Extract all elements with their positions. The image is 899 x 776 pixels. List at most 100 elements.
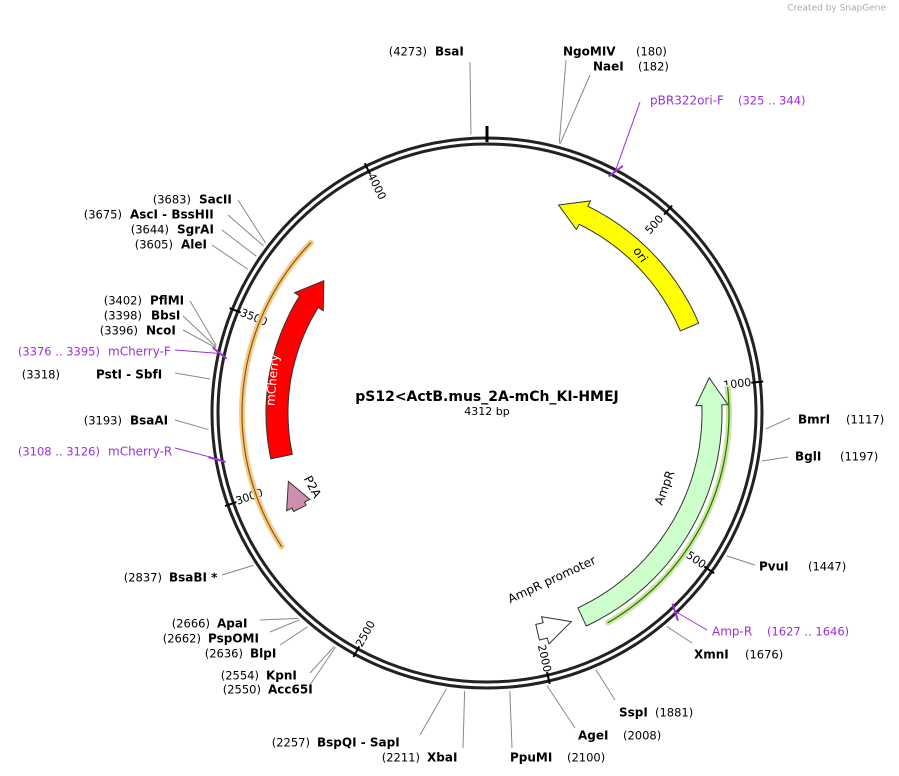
ruler-label: 500 (643, 212, 667, 236)
site-position: (3402) (104, 294, 142, 308)
ampr-promoter-arrow (535, 616, 573, 645)
site-position: (3605) (135, 238, 173, 252)
site-name: AscI - BssHII (130, 208, 214, 222)
site-position: (182) (638, 60, 669, 74)
site-position: (2100) (567, 751, 605, 765)
site-name: XbaI (427, 751, 457, 765)
site-line (237, 199, 267, 244)
site-name: SspI (619, 706, 648, 720)
ruler-tick (224, 501, 237, 508)
site-name: BbsI (151, 309, 180, 323)
site-name: NgoMIV (563, 45, 616, 59)
ori-arrow (557, 200, 700, 332)
site-position: (2837) (124, 571, 162, 585)
site-name: BspQI - SapI (317, 736, 400, 750)
site-line (174, 419, 209, 431)
site-position: (2257) (272, 736, 310, 750)
site-name: BsaI (435, 45, 464, 59)
site-line (558, 59, 567, 144)
site-line (221, 564, 254, 576)
site-line (309, 646, 335, 674)
feature-label: mCherry (263, 354, 281, 407)
site-line (546, 685, 576, 729)
site-position: (180) (636, 45, 667, 59)
site-position: (1881) (655, 706, 693, 720)
site-name: XmnI (694, 648, 729, 662)
site-line (174, 372, 211, 380)
site-name: PvuI (759, 560, 789, 574)
p2a-arrow (286, 480, 311, 513)
credit: Created by SnapGene (787, 4, 886, 14)
primer-mark (212, 346, 228, 360)
site-line (419, 688, 447, 736)
site-name: BsaBI * (169, 571, 218, 585)
primer-mark (607, 165, 624, 178)
feature-label: AmpR promoter (506, 553, 598, 606)
primer-name: pBR322ori-F (650, 94, 724, 108)
ruler-label: 2500 (353, 618, 378, 649)
site-line (509, 691, 513, 749)
ruler-tick (352, 645, 361, 658)
primer-range: (3376 .. 3395) (18, 345, 100, 359)
ampr-arrow (577, 376, 729, 627)
site-position: (2008) (623, 729, 661, 743)
site-line (269, 619, 300, 633)
site-position: (3396) (100, 324, 138, 338)
site-line (279, 626, 308, 646)
primer-line (614, 101, 641, 174)
site-name: AleI (181, 238, 207, 252)
site-position: (2211) (382, 751, 420, 765)
ruler-tick (229, 307, 242, 314)
site-position: (1117) (846, 413, 884, 427)
site-name: BmrI (798, 413, 830, 427)
site-name: BlpI (250, 647, 276, 661)
site-position: (1447) (808, 560, 846, 574)
site-name: NaeI (593, 60, 624, 74)
site-name: AgeI (578, 729, 608, 743)
site-line (726, 555, 756, 566)
primer-mark (671, 603, 679, 621)
primer-range: (325 .. 344) (738, 94, 806, 108)
site-line (182, 315, 217, 348)
primer-name: mCherry-F (108, 345, 171, 359)
site-position: (2554) (221, 669, 259, 683)
site-position: (3683) (153, 193, 191, 207)
primer-name: mCherry-R (108, 445, 172, 459)
orange-track-line (241, 242, 312, 547)
ruler-tick (546, 671, 551, 685)
site-position: (3675) (84, 208, 122, 222)
site-position: (2550) (223, 683, 261, 697)
site-name: SgrAI (177, 223, 214, 237)
site-line (211, 244, 249, 270)
backbone-inner (216, 142, 758, 684)
feature-label: AmpR (652, 469, 677, 507)
site-name: PflMI (150, 294, 184, 308)
ruler-label: 4000 (365, 171, 389, 202)
site-position: (1676) (745, 648, 783, 662)
site-position: (3193) (84, 414, 122, 428)
site-line (227, 214, 264, 247)
plasmid-length: 4312 bp (464, 405, 509, 418)
site-position: (3318) (22, 368, 60, 382)
ruler-tick (703, 565, 715, 575)
site-name: PpuMI (510, 751, 552, 765)
site-name: ApaI (217, 617, 247, 631)
site-name: KpnI (266, 669, 297, 683)
site-line (221, 229, 257, 257)
site-line (761, 456, 789, 462)
site-name: PspOMI (208, 632, 259, 646)
site-name: PstI - SbfI (96, 368, 162, 382)
site-position: (3644) (131, 223, 169, 237)
primer-line (673, 610, 708, 631)
site-line (765, 417, 791, 430)
primer-range: (1627 .. 1646) (767, 625, 849, 639)
site-name: NcoI (146, 324, 176, 338)
green-track-line (607, 387, 730, 624)
site-position: (2636) (205, 647, 243, 661)
site-line (666, 625, 693, 644)
site-position: (2662) (163, 632, 201, 646)
ruler-tick (663, 204, 673, 216)
ruler-tick (363, 162, 371, 175)
ruler-tick (751, 380, 764, 384)
